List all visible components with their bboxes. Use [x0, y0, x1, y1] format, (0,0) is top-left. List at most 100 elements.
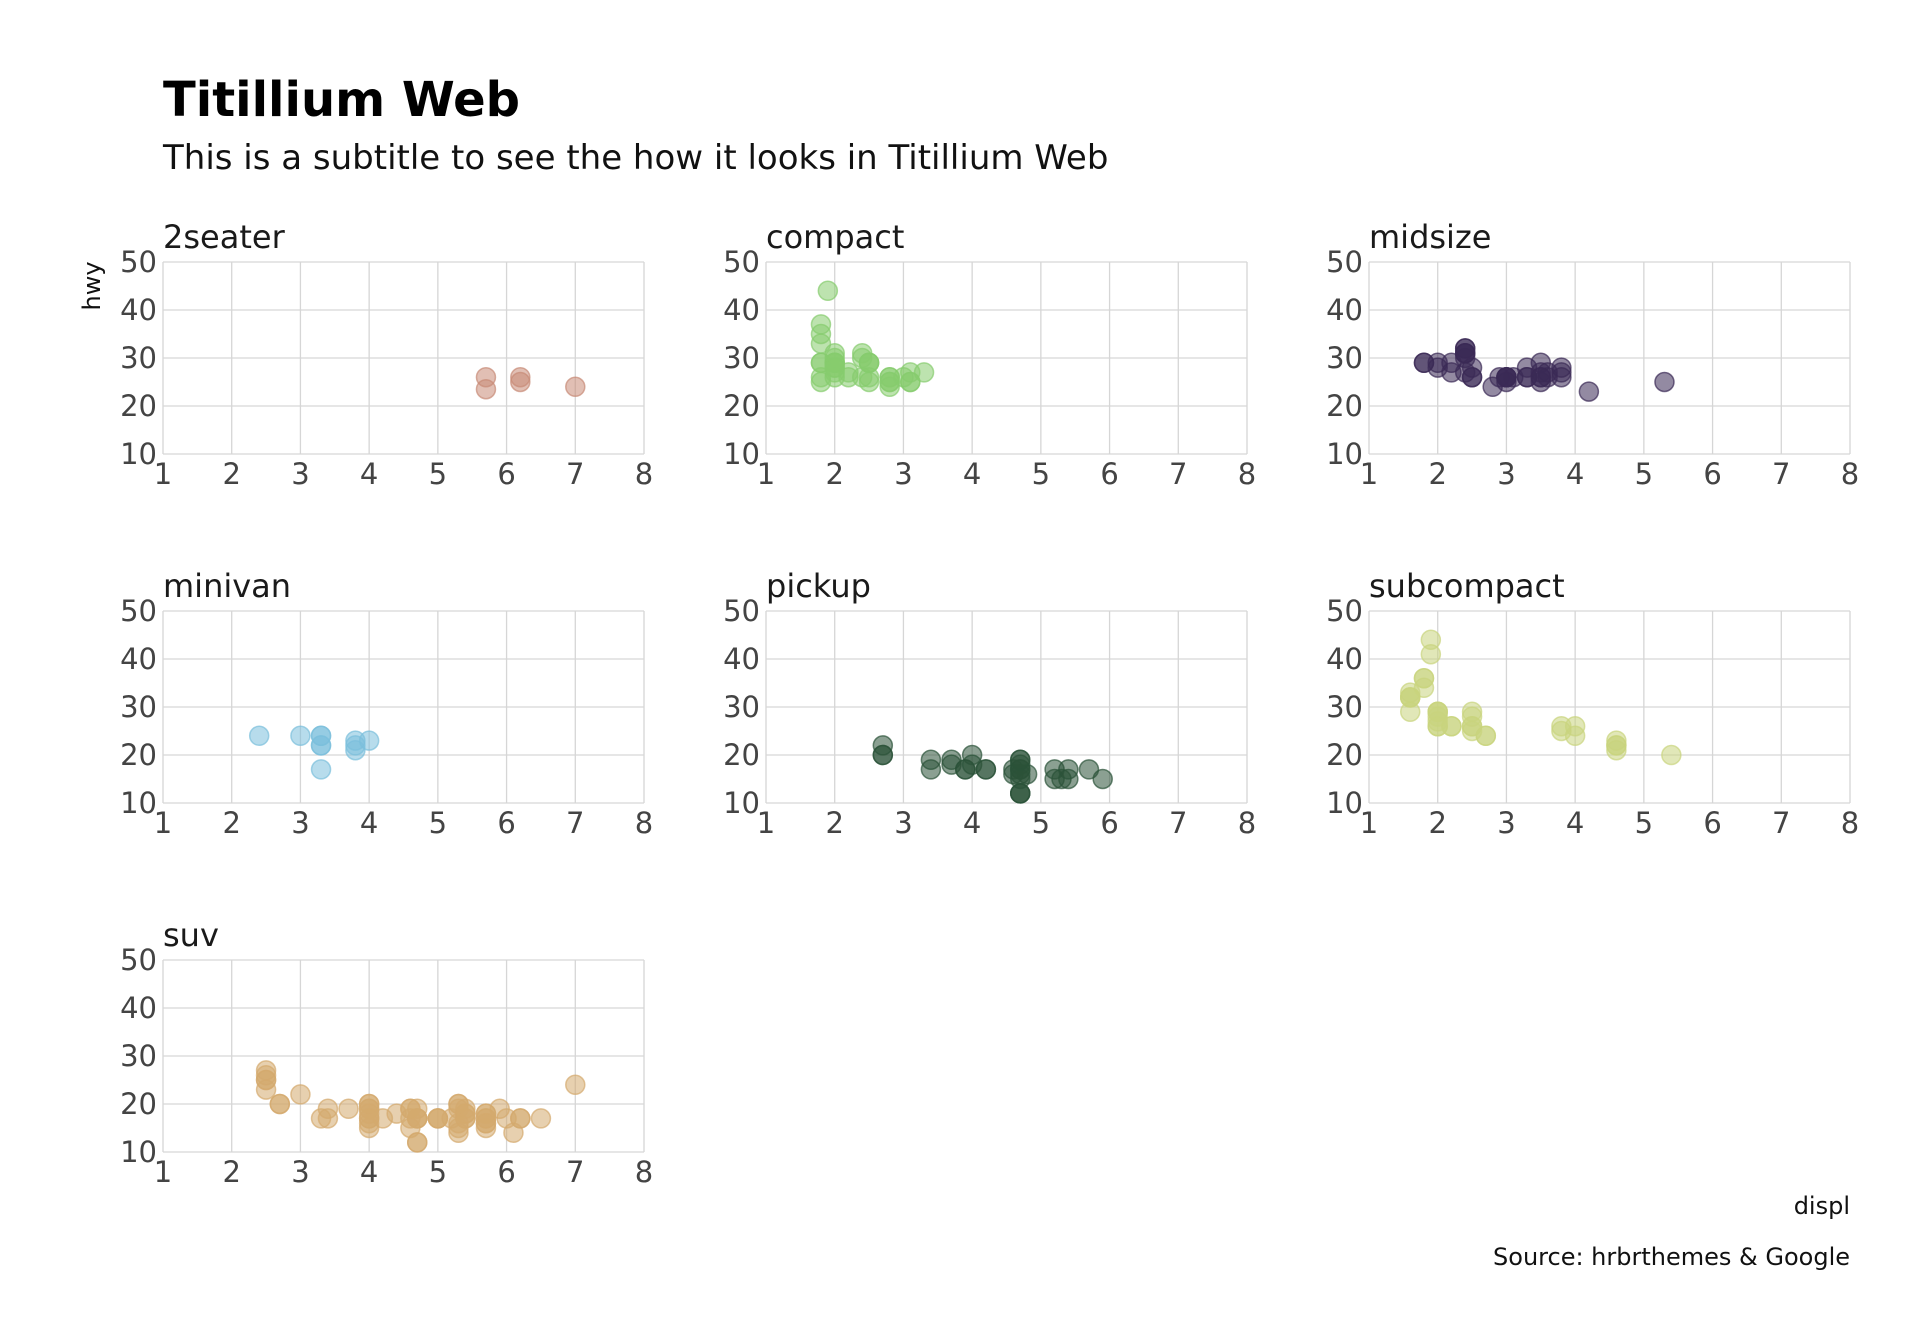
- y-tick-label: 10: [723, 437, 760, 471]
- x-tick-label: 2: [825, 457, 843, 491]
- data-point: [565, 376, 586, 398]
- data-point: [817, 280, 839, 302]
- x-tick-label: 1: [757, 806, 775, 840]
- y-tick-label: 50: [120, 594, 157, 628]
- x-tick-label: 7: [1772, 806, 1790, 840]
- y-tick-label: 30: [120, 341, 157, 375]
- x-tick-label: 6: [1703, 806, 1721, 840]
- y-tick-label: 40: [1326, 642, 1363, 676]
- x-tick-label: 3: [894, 457, 912, 491]
- x-tick-label: 5: [429, 457, 447, 491]
- data-point: [503, 1122, 524, 1144]
- data-point: [1578, 381, 1600, 402]
- data-point: [1461, 720, 1483, 742]
- data-point: [1489, 366, 1510, 388]
- x-tick-label: 1: [154, 457, 172, 491]
- y-tick-label: 40: [120, 642, 157, 676]
- data-point: [1654, 371, 1675, 393]
- y-axis-title: hwy: [78, 261, 106, 310]
- y-tick-label: 10: [1326, 786, 1363, 820]
- data-point: [406, 1132, 428, 1153]
- data-point: [565, 1074, 586, 1096]
- x-tick-label: 1: [154, 1155, 172, 1189]
- data-point: [455, 1098, 476, 1120]
- x-axis-title: displ: [1794, 1192, 1850, 1220]
- x-tick-label: 4: [360, 1155, 378, 1189]
- data-point: [248, 725, 270, 747]
- facet-title: minivan: [163, 567, 291, 605]
- y-tick-label: 40: [120, 991, 157, 1025]
- data-point: [920, 749, 942, 771]
- y-tick-label: 20: [1326, 389, 1363, 423]
- data-point: [1009, 783, 1031, 804]
- x-tick-label: 7: [566, 1155, 584, 1189]
- data-point: [310, 725, 332, 747]
- data-point: [913, 362, 935, 383]
- x-tick-label: 4: [1566, 457, 1584, 491]
- data-point: [1441, 715, 1462, 737]
- data-point: [1606, 735, 1627, 756]
- facet-panel-2seater: 10 20 30 40 50 1 2 3 4 5 6 7 8 2seater: [120, 218, 653, 491]
- data-point: [427, 1108, 449, 1129]
- chart-subtitle: This is a subtitle to see the how it loo…: [162, 138, 1108, 178]
- x-tick-label: 4: [963, 457, 981, 491]
- data-point: [475, 1112, 497, 1134]
- data-point: [358, 730, 380, 751]
- x-tick-label: 3: [291, 457, 309, 491]
- y-tick-label: 10: [120, 786, 157, 820]
- data-point: [1454, 342, 1476, 364]
- x-tick-label: 3: [291, 1155, 309, 1189]
- y-tick-label: 30: [1326, 341, 1363, 375]
- x-tick-label: 2: [825, 806, 843, 840]
- y-tick-label: 30: [1326, 690, 1363, 724]
- facet-title: compact: [766, 218, 904, 256]
- data-point: [338, 1098, 359, 1120]
- x-tick-label: 2: [222, 1155, 240, 1189]
- y-tick-label: 50: [1326, 594, 1363, 628]
- x-tick-label: 3: [1497, 806, 1515, 840]
- y-tick-label: 50: [120, 943, 157, 977]
- data-point: [530, 1108, 552, 1129]
- x-tick-label: 1: [154, 806, 172, 840]
- y-tick-label: 20: [723, 389, 760, 423]
- x-tick-label: 4: [360, 457, 378, 491]
- y-tick-label: 50: [1326, 245, 1363, 279]
- y-tick-label: 10: [120, 437, 157, 471]
- data-point: [1420, 629, 1442, 651]
- x-tick-label: 5: [429, 1155, 447, 1189]
- x-tick-label: 8: [1238, 806, 1256, 840]
- y-tick-label: 10: [723, 786, 760, 820]
- y-tick-label: 20: [120, 1087, 157, 1121]
- chart-caption: Source: hrbrthemes & Google: [1493, 1243, 1850, 1271]
- x-tick-label: 4: [1566, 806, 1584, 840]
- x-tick-label: 1: [1360, 806, 1378, 840]
- facet-title: midsize: [1369, 218, 1491, 256]
- data-point: [1009, 749, 1031, 771]
- x-tick-label: 3: [894, 806, 912, 840]
- data-point: [1092, 768, 1113, 790]
- x-tick-label: 6: [1100, 806, 1118, 840]
- x-tick-label: 2: [222, 457, 240, 491]
- data-point: [1413, 667, 1435, 689]
- facet-panel-midsize: 10 20 30 40 50 1 2 3 4 5 6 7 8 midsize: [1326, 218, 1859, 491]
- y-tick-label: 30: [723, 341, 760, 375]
- y-tick-label: 50: [120, 245, 157, 279]
- data-point: [810, 314, 832, 335]
- x-tick-label: 1: [1360, 457, 1378, 491]
- y-tick-label: 40: [120, 293, 157, 327]
- data-point: [1661, 744, 1682, 766]
- data-point: [510, 371, 531, 393]
- x-tick-label: 7: [1169, 457, 1187, 491]
- x-tick-label: 7: [566, 806, 584, 840]
- data-point: [255, 1069, 277, 1091]
- data-point: [310, 759, 332, 780]
- data-point: [858, 352, 880, 374]
- x-tick-label: 2: [222, 806, 240, 840]
- data-point: [975, 759, 997, 780]
- x-tick-label: 6: [497, 1155, 515, 1189]
- y-tick-label: 20: [1326, 738, 1363, 772]
- y-tick-label: 30: [120, 1039, 157, 1073]
- data-point: [872, 735, 894, 756]
- facet-panel-subcompact: 10 20 30 40 50 1 2 3 4 5 6 7 8 subcompact: [1326, 567, 1859, 840]
